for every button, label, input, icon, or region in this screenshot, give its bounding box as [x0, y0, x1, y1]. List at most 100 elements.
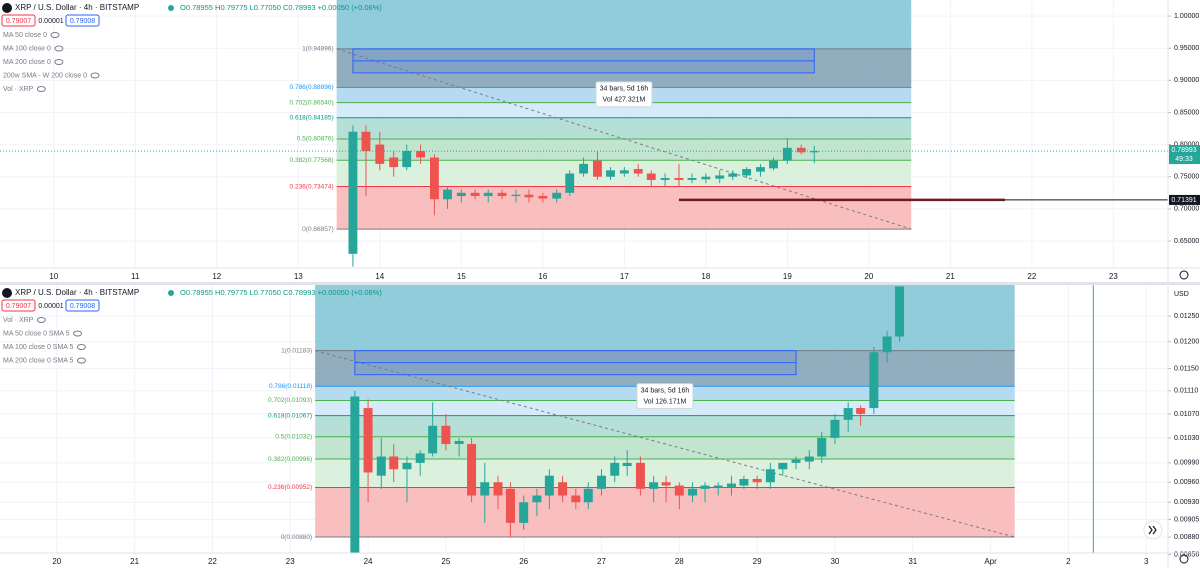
x-tick-label: 23 [1109, 272, 1118, 281]
y-tick-label: 0.85000 [1174, 109, 1199, 116]
candle-body [674, 485, 684, 496]
visibility-icon[interactable] [36, 317, 46, 323]
chart-pane: 1(0.94896) 0.786(0.88896) 0.702(0.86540) 0.… [0, 0, 1200, 282]
candle-body [544, 475, 554, 496]
visibility-icon[interactable] [54, 59, 64, 65]
y-tick-label: 0.01030 [1174, 435, 1199, 442]
axis-unit: USD [1174, 291, 1189, 298]
fib-level-label: 0.382(0.77568) [290, 157, 334, 164]
candle-body [511, 194, 521, 197]
candle-body [519, 502, 529, 523]
fib-band [315, 285, 1015, 351]
fib-level-label: 0.236(0.73474) [290, 183, 334, 190]
x-tick-label: 26 [519, 557, 528, 566]
x-tick-label: 12 [212, 272, 221, 281]
candle-body [454, 440, 464, 445]
candle-body [532, 495, 542, 503]
x-tick-label: 25 [441, 557, 450, 566]
candle-body [428, 425, 438, 454]
visibility-icon[interactable] [50, 32, 60, 38]
x-tick-label: 3 [1144, 557, 1149, 566]
fib-level-label: 0.786(0.01118) [269, 383, 312, 390]
candle-body [483, 192, 493, 197]
price-box[interactable] [1, 14, 36, 27]
candle-body [728, 173, 738, 177]
visibility-icon[interactable] [76, 357, 86, 364]
x-tick-label: 10 [49, 272, 58, 281]
candle-body [558, 482, 568, 496]
plot-area: 1(0.94896) 0.786(0.88896) 0.702(0.86540) 0.… [0, 0, 1168, 268]
y-tick-label: 0.95000 [1174, 45, 1199, 52]
visibility-icon[interactable] [90, 72, 100, 79]
price-box-label[interactable]: 0.79007 [6, 18, 31, 25]
x-tick-label: 23 [286, 557, 295, 566]
x-tick-label: 24 [364, 557, 373, 566]
y-tick-label: 0.75000 [1174, 174, 1199, 181]
fib-band [315, 415, 1015, 437]
y-tick-label: 1.00000 [1174, 13, 1199, 20]
settings-icon[interactable] [1179, 270, 1189, 280]
indicator-label: MA 200 close 0 [3, 59, 51, 66]
last-price-timer: 49:33 [1175, 156, 1193, 163]
x-tick-label: 17 [620, 272, 629, 281]
candle-body [610, 462, 620, 476]
price-box-label[interactable]: 0.79008 [70, 18, 95, 25]
candle-body [765, 469, 775, 483]
candle-body [661, 482, 671, 486]
candle-body [524, 194, 534, 198]
settings-icon[interactable] [1179, 554, 1189, 564]
candle-body [505, 488, 515, 523]
price-box[interactable] [1, 299, 36, 312]
price-box-label[interactable]: 0.79007 [6, 303, 31, 310]
last-price-badge [1169, 145, 1200, 165]
scroll-button[interactable] [1143, 520, 1163, 540]
fib-band [336, 138, 912, 161]
y-tick-label: 0.01150 [1174, 365, 1199, 372]
price-box-label[interactable]: 0.79008 [70, 303, 95, 310]
fib-band [315, 350, 1015, 387]
candle-body [361, 131, 371, 152]
candle-body [739, 478, 749, 486]
candle-body [402, 151, 412, 168]
candle-body [552, 192, 562, 199]
indicator-label: MA 100 close 0 SMA 5 [3, 344, 74, 351]
x-tick-label: 30 [830, 557, 839, 566]
measure-bars: 34 bars, 5d 16h [600, 86, 649, 93]
y-tick-label: 0.00990 [1174, 460, 1199, 467]
candle-body [869, 352, 879, 409]
x-tick-label: 15 [457, 272, 466, 281]
fib-level-label: 0.702(0.86540) [290, 99, 334, 106]
price-box-label: 0.00001 [38, 303, 63, 310]
x-tick-label: 21 [946, 272, 955, 281]
visibility-icon[interactable] [54, 45, 64, 52]
candle-body [809, 151, 819, 153]
candle-body [649, 482, 659, 489]
measure-bars: 34 bars, 5d 16h [641, 388, 690, 395]
candle-body [713, 485, 723, 488]
candle-body [687, 178, 697, 180]
price-box[interactable] [65, 14, 100, 27]
status-dot [168, 290, 174, 296]
ohlc-values: O0.78955 H0.79775 L0.77050 C0.78993 +0.0… [180, 288, 382, 297]
price-box[interactable] [65, 299, 100, 312]
x-tick-label: 27 [597, 557, 606, 566]
visibility-icon[interactable] [36, 86, 46, 92]
symbol-icon [2, 3, 12, 13]
fib-level-label: 0.618(0.01067) [268, 412, 312, 419]
fib-level-label: 1(0.01183) [281, 347, 312, 354]
price-badge [1169, 194, 1200, 205]
candle-body [619, 170, 629, 174]
visibility-icon[interactable] [76, 344, 86, 350]
y-tick-label: 0.01110 [1174, 388, 1198, 395]
candle-body [583, 488, 593, 503]
candle-body [480, 482, 490, 496]
candle-body [441, 425, 451, 445]
visibility-icon[interactable] [73, 330, 83, 337]
fib-level-label: 0.5(0.80876) [297, 136, 334, 143]
price-badge-label: 0.71391 [1171, 197, 1196, 204]
candle-body [796, 147, 806, 153]
y-tick-label: 0.00905 [1174, 516, 1199, 523]
candle-body [700, 485, 710, 489]
candle-body [571, 495, 581, 503]
